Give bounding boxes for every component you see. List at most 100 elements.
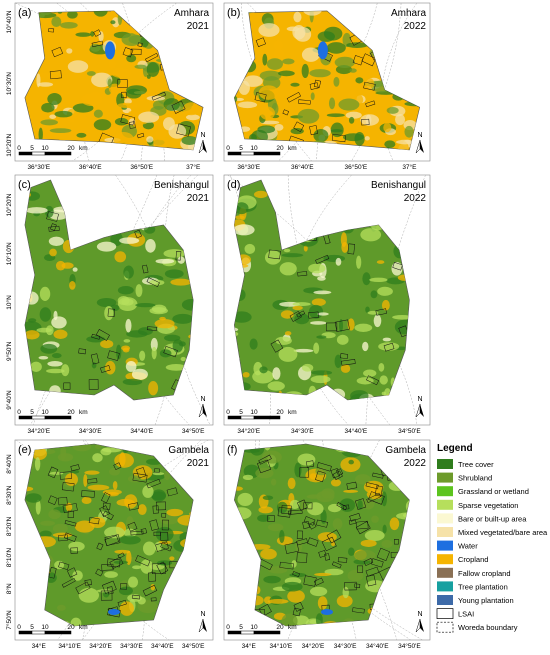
land-patch	[164, 269, 184, 279]
lsai-plot	[91, 40, 104, 48]
lsai-plot	[392, 261, 403, 271]
lon-tick-label: 34°10'E	[58, 642, 81, 650]
lsai-plot	[101, 580, 117, 594]
scale-label: 10	[250, 145, 258, 152]
land-patch	[126, 550, 132, 566]
scale-label: 20	[276, 145, 284, 152]
north-arrow	[203, 619, 207, 632]
lsai-plot	[100, 365, 111, 373]
lsai-plot	[120, 114, 136, 126]
land-patch	[311, 298, 326, 306]
lat-tick-label: 9°40'N	[5, 390, 13, 410]
land-patch	[323, 26, 343, 41]
land-patch	[281, 253, 304, 258]
land-patch	[355, 120, 363, 129]
scale-label: 20	[276, 624, 284, 631]
lsai-plot	[113, 462, 122, 471]
lsai-plot	[334, 319, 350, 332]
region-name: Gambela	[168, 445, 209, 456]
land-patch	[157, 560, 173, 566]
lon-tick-label: 34°30'E	[334, 642, 357, 650]
legend-swatch	[436, 608, 454, 619]
land-patch	[127, 475, 142, 483]
lon-tick-label: 34°E	[32, 642, 47, 650]
year: 2022	[404, 458, 427, 469]
land-patch	[177, 256, 185, 264]
land-patch	[253, 190, 268, 199]
land-patch	[45, 325, 54, 336]
land-patch	[309, 69, 331, 78]
land-patch	[266, 58, 283, 70]
lsai-plot	[155, 541, 169, 552]
land-patch	[119, 237, 140, 244]
scale-label: 0	[226, 624, 230, 631]
region-name: Benishangul	[154, 180, 209, 191]
land-patch	[149, 307, 168, 315]
lsai-plot	[363, 81, 376, 91]
lsai-plot	[142, 584, 158, 597]
land-patch	[317, 312, 329, 316]
scale-segment	[240, 415, 255, 420]
panel-label: (c)	[18, 179, 31, 191]
lsai-plot	[346, 481, 358, 490]
land-patch	[55, 260, 66, 271]
lsai-plot	[297, 271, 308, 277]
land-patch	[114, 117, 129, 126]
land-patch	[333, 76, 340, 87]
lsai-plot	[140, 528, 148, 535]
land-patch	[254, 33, 263, 39]
lon-tick-label: 34°20'E	[302, 642, 325, 650]
lsai-plot	[363, 558, 374, 567]
land-patch	[347, 547, 355, 556]
land-patch	[148, 380, 159, 396]
lsai-plot	[281, 505, 292, 515]
land-patch	[389, 517, 400, 531]
land-patch	[262, 495, 274, 501]
lon-tick-label: 36°40'E	[291, 163, 314, 171]
land-patch	[163, 470, 171, 481]
lat-tick-label: 10°20'N	[5, 133, 13, 156]
land-patch	[346, 42, 368, 48]
lon-tick-label: 34°50'E	[398, 642, 421, 650]
land-patch	[335, 257, 342, 266]
lsai-plot	[154, 468, 160, 473]
land-patch	[306, 502, 324, 516]
land-patch	[301, 47, 320, 62]
land-patch	[125, 360, 137, 372]
lsai-plot	[394, 539, 399, 545]
lsai-plot	[121, 91, 127, 99]
lsai-plot	[160, 542, 173, 552]
land-patch	[112, 481, 118, 490]
legend-label: Sparse vegetation	[458, 501, 518, 510]
lat-tick-label: 10°40'N	[5, 10, 13, 33]
land-patch	[118, 586, 133, 596]
land-patch	[242, 372, 250, 378]
lsai-plot	[161, 519, 169, 531]
land-patch	[342, 586, 349, 599]
lon-tick-label: 37°E	[186, 163, 201, 171]
north-arrow	[198, 618, 204, 633]
lat-tick-label: 7°50'N	[5, 610, 13, 630]
land-patch	[327, 74, 342, 78]
land-patch	[386, 107, 399, 114]
lon-tick-label: 37°E	[402, 163, 417, 171]
lsai-plot	[163, 346, 178, 358]
lsai-plot	[352, 607, 365, 614]
land-patch	[98, 31, 104, 42]
scale-label: 10	[41, 624, 49, 631]
lsai-plot	[366, 375, 380, 386]
land-patch	[363, 369, 377, 377]
land-patch	[360, 228, 382, 242]
map-panel: (c) Benishangul 2021 0 5 10 20 km N 34°20'E 34°30'…	[5, 174, 214, 435]
land-patch	[354, 549, 376, 562]
lon-tick-label: 34°40'E	[366, 642, 389, 650]
land-patch	[270, 478, 277, 486]
land-patch	[287, 589, 305, 603]
land-patch	[38, 127, 43, 142]
north-label: N	[417, 611, 422, 618]
land-patch	[404, 125, 414, 138]
land-patch	[348, 116, 355, 124]
land-patch	[339, 319, 344, 333]
lsai-plot	[348, 519, 357, 525]
land-patch	[142, 485, 154, 498]
